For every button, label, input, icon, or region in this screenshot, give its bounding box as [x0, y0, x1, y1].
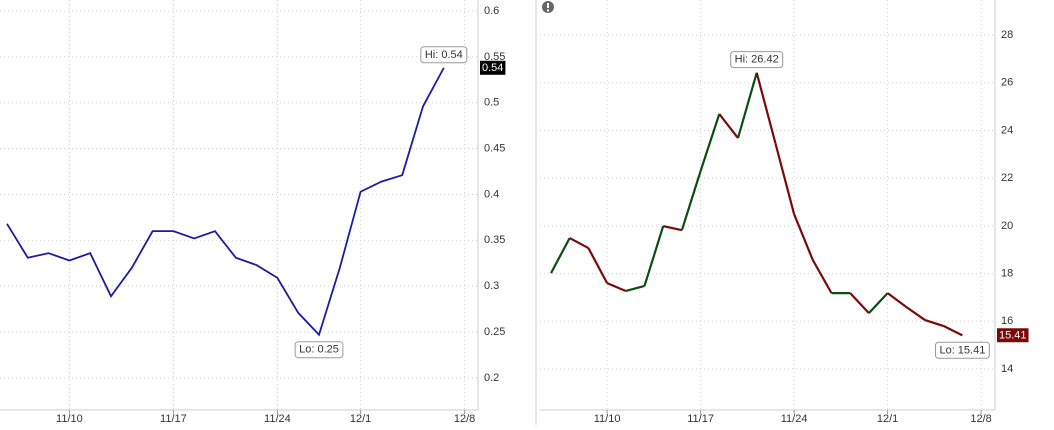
- y-tick-label: 20: [1001, 220, 1013, 232]
- annotation: Hi: 0.54: [425, 49, 463, 61]
- line-segment: [718, 113, 739, 139]
- annotation: Hi: 26.42: [735, 54, 779, 66]
- line-segment: [643, 225, 665, 287]
- y-tick-label: 28: [1001, 29, 1013, 41]
- annotation-box: [294, 341, 344, 359]
- y-tick-label: 0.4: [484, 188, 499, 200]
- y-tick-label: 0.6: [484, 5, 499, 17]
- x-tick-label: 12/8: [970, 413, 991, 425]
- last-value: 0.54: [482, 62, 503, 74]
- info-icon-mark: [547, 9, 549, 12]
- line-segment: [606, 282, 627, 292]
- y-tick-label: 26: [1001, 77, 1013, 89]
- line-segment: [849, 292, 870, 314]
- line-segment: [736, 72, 758, 139]
- line-segment: [569, 237, 589, 250]
- line-segment: [680, 170, 702, 231]
- y-tick-label: 0.35: [484, 234, 505, 246]
- last-value-badge: [480, 60, 506, 75]
- x-tick-label: 12/8: [454, 413, 475, 425]
- y-tick-label: 0.45: [484, 142, 505, 154]
- line-segment: [811, 259, 833, 294]
- line-segment: [550, 237, 571, 274]
- y-tick-label: 14: [1001, 363, 1013, 375]
- line: [6, 67, 445, 337]
- x-tick-label: 11/10: [56, 413, 83, 425]
- y-tick-label: 0.55: [484, 51, 505, 63]
- line-segment: [886, 292, 907, 308]
- x-tick-label: 12/1: [877, 413, 898, 425]
- info-icon-mark: [547, 3, 549, 8]
- y-tick-label: 0.3: [484, 280, 499, 292]
- y-tick-label: 0.2: [484, 372, 499, 384]
- annotation: Lo: 0.25: [299, 344, 339, 356]
- annotation-box: [420, 46, 468, 64]
- line-segment: [924, 319, 945, 328]
- x-tick-label: 11/17: [160, 413, 187, 425]
- line-segment: [662, 225, 683, 232]
- line-segment: [587, 247, 609, 284]
- y-tick-label: 24: [1001, 124, 1013, 136]
- x-tick-label: 12/1: [350, 413, 371, 425]
- x-tick-label: 11/10: [594, 413, 621, 425]
- annotation-box: [934, 341, 990, 359]
- line-segment: [793, 213, 814, 261]
- y-tick-label: 22: [1001, 172, 1013, 184]
- y-tick-label: 0.5: [484, 97, 499, 109]
- x-tick-label: 11/17: [687, 413, 714, 425]
- last-value-badge: [997, 328, 1029, 343]
- x-tick-label: 11/24: [264, 413, 291, 425]
- last-value: 15.41: [999, 329, 1027, 341]
- y-tick-label: 16: [1001, 315, 1013, 327]
- line-segment: [755, 72, 777, 144]
- line-segment: [699, 113, 721, 172]
- x-tick-label: 11/24: [781, 413, 808, 425]
- line-segment: [868, 292, 889, 314]
- annotation-box: [730, 51, 784, 69]
- line-segment: [774, 142, 796, 215]
- y-tick-label: 18: [1001, 267, 1013, 279]
- line-segment: [943, 325, 963, 337]
- line-segment: [625, 284, 645, 293]
- annotation: Lo: 15.41: [939, 344, 985, 356]
- y-tick-label: 0.25: [484, 326, 505, 338]
- line-segment: [905, 306, 926, 321]
